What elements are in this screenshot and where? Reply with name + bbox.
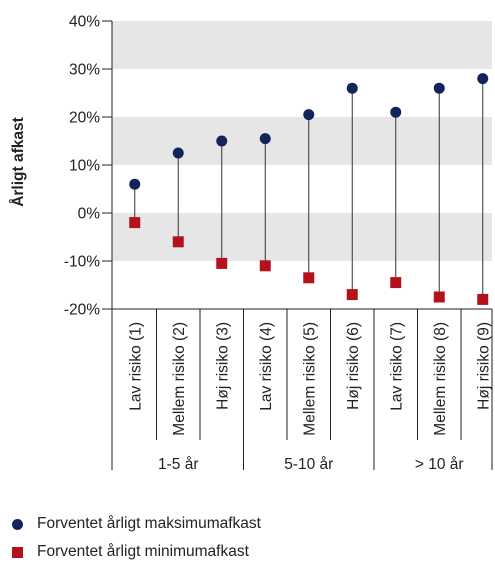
y-tick-label: -20% — [64, 302, 100, 319]
max-point — [129, 178, 141, 190]
x-tick-label: Mellem risiko (5) — [301, 322, 318, 436]
max-point — [303, 109, 315, 121]
group-label: 5-10 år — [284, 456, 333, 473]
grid-band — [112, 117, 492, 165]
group-label: > 10 år — [415, 456, 464, 473]
y-tick-label: 40% — [69, 14, 100, 31]
min-point — [303, 272, 315, 284]
x-categories: Lav risiko (1) Mellem risiko (2) Høj risik… — [127, 309, 493, 473]
range-lines — [134, 73, 484, 300]
y-tick-label: 20% — [69, 110, 100, 127]
grid-bands — [112, 21, 492, 261]
y-axis-label: Årligt afkast — [10, 117, 27, 207]
max-point — [390, 106, 402, 118]
y-tick-label: 10% — [69, 158, 100, 175]
x-tick-label: Mellem risiko (8) — [432, 322, 449, 436]
group-label: 1-5 år — [158, 456, 199, 473]
legend-item-min: Forventet årligt minimumafkast — [12, 543, 249, 561]
grid-band — [112, 213, 492, 261]
x-tick-label: Lav risiko (7) — [388, 322, 405, 411]
min-point — [129, 217, 141, 229]
min-point — [259, 260, 271, 272]
y-tick-label: -10% — [64, 254, 100, 271]
max-point — [433, 82, 445, 94]
min-point — [477, 293, 489, 305]
y-tick-label: 0% — [78, 206, 101, 223]
x-tick-label: Høj risiko (9) — [475, 322, 492, 410]
square-marker-icon — [12, 546, 23, 558]
x-tick-label: Lav risiko (4) — [258, 322, 275, 411]
min-point — [390, 277, 402, 289]
max-point — [346, 82, 358, 94]
chart: 40% 30% 20% 10% 0% -10% -20% Lav risiko (1) Mel… — [10, 14, 493, 473]
x-tick-label: Høj risiko (3) — [214, 322, 231, 410]
min-point — [346, 289, 358, 301]
max-point — [172, 147, 184, 159]
legend-label-max: Forventet årligt maksimumafkast — [37, 515, 261, 532]
x-tick-label: Mellem risiko (2) — [171, 322, 188, 436]
min-point — [216, 257, 228, 269]
x-tick-label: Lav risiko (1) — [127, 322, 144, 411]
min-point — [433, 291, 445, 303]
legend-label-min: Forventet årligt minimumafkast — [37, 543, 249, 560]
legend-item-max: Forventet årligt maksimumafkast — [12, 515, 261, 533]
data-points — [129, 73, 489, 305]
y-axis: 40% 30% 20% 10% 0% -10% -20% — [64, 14, 492, 470]
max-point — [216, 135, 228, 147]
grid-band — [112, 21, 492, 69]
x-tick-label: Høj risiko (6) — [345, 322, 362, 410]
min-point — [172, 236, 184, 248]
max-point — [259, 133, 271, 145]
y-tick-label: 30% — [69, 62, 100, 79]
circle-marker-icon — [12, 518, 23, 530]
max-point — [477, 73, 489, 85]
